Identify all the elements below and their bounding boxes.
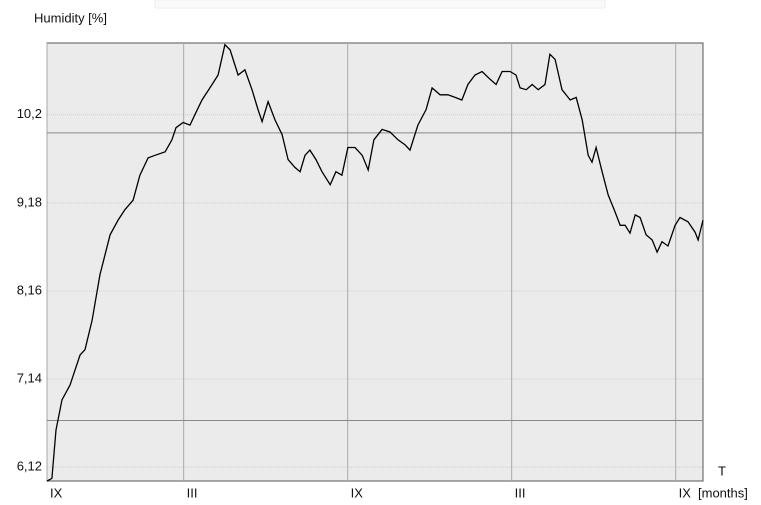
x-axis-label: T	[718, 463, 726, 478]
y-tick-label: 10,2	[17, 106, 42, 121]
x-tick-label: IX	[679, 485, 692, 500]
x-axis-unit: [months]	[698, 485, 748, 500]
x-tick-label: III	[187, 485, 198, 500]
y-tick-label: 7,14	[17, 370, 42, 385]
x-tick-label: III	[515, 485, 526, 500]
y-tick-label: 6,12	[17, 459, 42, 474]
y-axis-label: Humidity [%]	[34, 10, 107, 25]
header-box	[154, 0, 606, 9]
plot-area	[46, 42, 704, 482]
x-tick-label: IX	[351, 485, 364, 500]
y-tick-label: 8,16	[17, 282, 42, 297]
x-tick-label: IX	[50, 485, 63, 500]
y-tick-label: 9,18	[17, 194, 42, 209]
data-line	[46, 43, 704, 482]
